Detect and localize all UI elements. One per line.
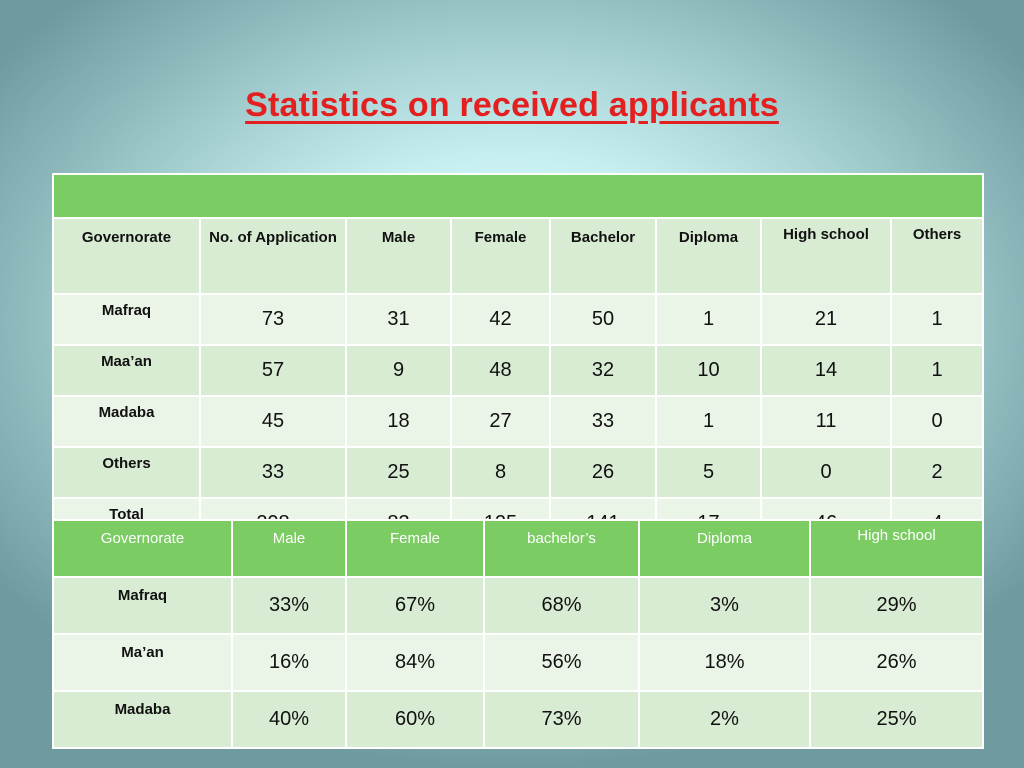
table-cell: 21 xyxy=(760,293,892,346)
table-cell: 0 xyxy=(890,395,984,448)
table-cell: 1 xyxy=(890,344,984,397)
table-cell: 33 xyxy=(549,395,657,448)
table-cell: 33 xyxy=(199,446,347,499)
header-diploma: Diploma xyxy=(655,217,762,295)
table-row: Mafraq 33% 67% 68% 3% 29% xyxy=(52,576,984,635)
header-governorate: Governorate xyxy=(52,519,233,578)
header-male: Male xyxy=(231,519,347,578)
table-cell: 14 xyxy=(760,344,892,397)
table-cell: 18% xyxy=(638,633,811,692)
table-cell: 73% xyxy=(483,690,640,749)
table-cell: 25% xyxy=(809,690,984,749)
table-cell: 33% xyxy=(231,576,347,635)
row-label: Mafraq xyxy=(52,293,201,346)
row-label: Madaba xyxy=(52,395,201,448)
table-cell: 2 xyxy=(890,446,984,499)
applications-table: Governorate No. of Application Male Fema… xyxy=(52,173,984,550)
table-cell: 18 xyxy=(345,395,452,448)
table-header-row: Governorate Male Female bachelor’s Diplo… xyxy=(52,519,984,578)
header-male: Male xyxy=(345,217,452,295)
table-cell: 5 xyxy=(655,446,762,499)
header-female: Female xyxy=(345,519,485,578)
table-cell: 1 xyxy=(655,293,762,346)
table-cell: 29% xyxy=(809,576,984,635)
header-high-school: High school xyxy=(760,217,892,295)
header-others: Others xyxy=(890,217,984,295)
table-cell: 26 xyxy=(549,446,657,499)
header-bachelor: Bachelor xyxy=(549,217,657,295)
table-cell: 67% xyxy=(345,576,485,635)
table-cell: 1 xyxy=(655,395,762,448)
header-governorate: Governorate xyxy=(52,217,201,295)
table-cell: 48 xyxy=(450,344,551,397)
table-cell: 42 xyxy=(450,293,551,346)
table-cell: 10 xyxy=(655,344,762,397)
header-high-school: High school xyxy=(809,519,984,578)
table-row: Mafraq 73 31 42 50 1 21 1 xyxy=(52,293,984,346)
header-diploma: Diploma xyxy=(638,519,811,578)
header-bachelors: bachelor’s xyxy=(483,519,640,578)
table-cell: 25 xyxy=(345,446,452,499)
table-row: Madaba 40% 60% 73% 2% 25% xyxy=(52,690,984,749)
table-header-row: Governorate No. of Application Male Fema… xyxy=(52,217,984,295)
table-header-band xyxy=(52,173,984,219)
table-cell: 1 xyxy=(890,293,984,346)
percentages-table: Governorate Male Female bachelor’s Diplo… xyxy=(52,519,984,749)
table-cell: 68% xyxy=(483,576,640,635)
table-row: Ma’an 16% 84% 56% 18% 26% xyxy=(52,633,984,692)
table-cell: 57 xyxy=(199,344,347,397)
row-label: Mafraq xyxy=(52,576,233,635)
header-female: Female xyxy=(450,217,551,295)
table-cell: 26% xyxy=(809,633,984,692)
table-cell: 2% xyxy=(638,690,811,749)
table-row: Madaba 45 18 27 33 1 11 0 xyxy=(52,395,984,448)
table-cell: 56% xyxy=(483,633,640,692)
header-no-of-application: No. of Application xyxy=(199,217,347,295)
table-cell: 16% xyxy=(231,633,347,692)
table-cell: 3% xyxy=(638,576,811,635)
row-label: Others xyxy=(52,446,201,499)
row-label: Ma’an xyxy=(52,633,233,692)
table-row: Others 33 25 8 26 5 0 2 xyxy=(52,446,984,499)
table-cell: 32 xyxy=(549,344,657,397)
table-cell: 73 xyxy=(199,293,347,346)
row-label: Madaba xyxy=(52,690,233,749)
table-cell: 0 xyxy=(760,446,892,499)
table-cell: 31 xyxy=(345,293,452,346)
table-cell: 8 xyxy=(450,446,551,499)
table-cell: 45 xyxy=(199,395,347,448)
table-row: Maa’an 57 9 48 32 10 14 1 xyxy=(52,344,984,397)
table-cell: 50 xyxy=(549,293,657,346)
row-label: Maa’an xyxy=(52,344,201,397)
slide-title: Statistics on received applicants xyxy=(245,86,779,124)
table-cell: 27 xyxy=(450,395,551,448)
table-cell: 11 xyxy=(760,395,892,448)
table-cell: 9 xyxy=(345,344,452,397)
table-cell: 40% xyxy=(231,690,347,749)
table-cell: 60% xyxy=(345,690,485,749)
table-cell: 84% xyxy=(345,633,485,692)
